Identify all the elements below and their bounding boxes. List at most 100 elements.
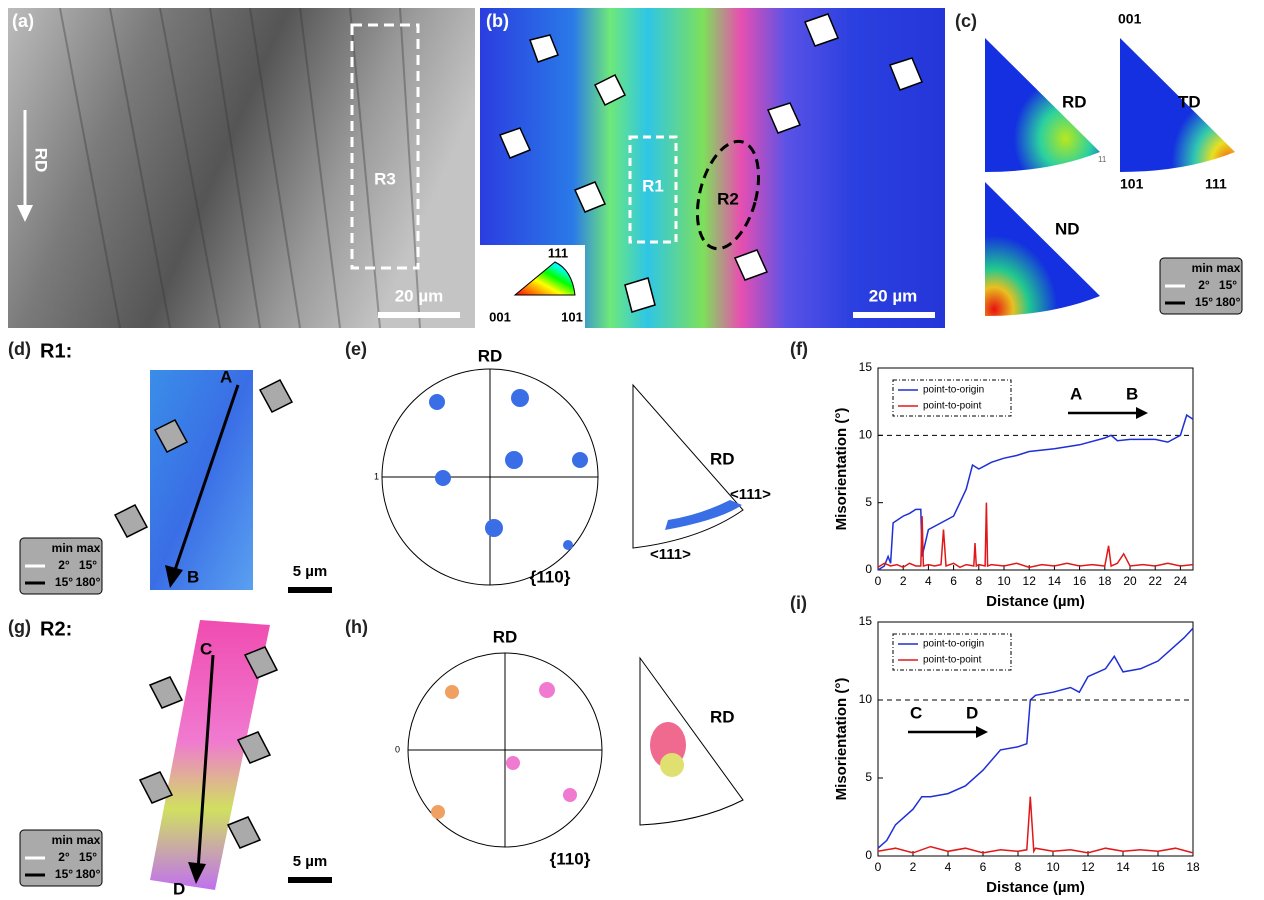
scale-bar [288,587,332,593]
x-tick-label: 6 [980,860,987,874]
legend-value: 15° [1219,278,1237,292]
key-label: 001 [489,309,511,324]
series-line [878,503,1193,568]
legend-value: 2° [1198,278,1210,292]
legend-value: 15° [79,558,97,572]
x-tick-label: 20 [1123,574,1137,588]
scale-bar [853,312,935,318]
x-tick-label: 12 [1081,860,1095,874]
figure: RD R3 20 µm (a) R1 R2 111 001 101 20 µm … [0,0,1264,900]
x-tick-label: 22 [1149,574,1163,588]
x-tick-label: 16 [1073,574,1087,588]
legend-label: point-to-point [923,401,982,412]
panel-label: (g) [8,617,31,637]
scale-label: 20 µm [869,286,918,305]
panel-label: (a) [12,11,34,31]
region-label: R2 [717,189,739,208]
legend-value: 2° [58,850,70,864]
x-tick-label: 12 [1023,574,1037,588]
x-axis-label: Distance (µm) [986,879,1085,896]
scale-label: 20 µm [395,286,444,305]
corner-label: 001 [1118,11,1142,27]
region-title: R1: [40,340,72,362]
region-label: R3 [374,169,396,188]
x-tick-label: 14 [1116,860,1130,874]
map-label: ND [1055,219,1080,238]
cube [260,380,292,412]
legend-label: point-to-origin [923,385,984,396]
axis-label: RD [493,627,518,646]
orientation-map [150,370,253,590]
scale-label: 5 µm [293,853,328,870]
panel-label: (e) [345,339,367,359]
x-tick-label: 14 [1048,574,1062,588]
annotation-arrow-head [976,726,988,738]
scale-bar [288,877,332,883]
x-tick-label: 18 [1098,574,1112,588]
annotation: C [910,703,922,722]
cube [150,677,182,708]
axis-label: RD [710,707,735,726]
y-tick-label: 5 [865,495,872,509]
direction-label: <111> [730,486,771,503]
legend-value: 15° [55,867,73,881]
direction-label: <111> [650,546,691,563]
map-label: TD [1178,92,1201,111]
mark-label: 11 [1098,155,1107,164]
poles [429,389,588,550]
y-tick-label: 15 [859,614,873,628]
legend-value: 180° [76,867,101,881]
x-tick-label: 10 [1046,860,1060,874]
cube [228,817,260,848]
region-title: R2: [40,618,72,640]
x-tick-label: 2 [910,860,917,874]
scale-label: 5 µm [293,563,328,580]
pole-figure-label: {110} [550,849,591,868]
panel-label: (b) [486,11,509,31]
map-label: RD [1062,92,1087,111]
x-tick-label: 18 [1186,860,1200,874]
legend-label: point-to-origin [923,639,984,650]
point-label: B [187,567,199,586]
x-tick-label: 2 [900,574,907,588]
scale-bar [378,312,460,318]
series-line [878,415,1193,570]
legend-value: 15° [1195,295,1213,309]
panel-label: (c) [955,11,977,31]
legend-header: min max [52,833,101,847]
x-tick-label: 24 [1174,574,1188,588]
region-label: R1 [642,176,664,195]
x-tick-label: 4 [945,860,952,874]
y-tick-label: 15 [859,360,873,374]
x-tick-label: 8 [1015,860,1022,874]
corner-label: 111 [1205,176,1227,192]
legend-value: 180° [1216,295,1241,309]
legend-value: 15° [79,850,97,864]
x-axis-label: Distance (µm) [986,593,1085,610]
axis-label: RD [478,346,503,365]
x-tick-label: 16 [1151,860,1165,874]
legend-label: point-to-point [923,655,982,666]
legend-header: min max [1192,261,1241,275]
x-tick-label: 6 [950,574,957,588]
corner-label: 101 [1120,176,1144,192]
pole-figure-label: {110} [530,567,571,586]
point-label: A [220,367,232,386]
panel-label: (i) [790,593,807,613]
x-tick-label: 0 [875,574,882,588]
point-label: D [173,879,185,898]
y-tick-label: 0 [865,848,872,862]
x-tick-label: 10 [997,574,1011,588]
direction-label: RD [32,148,51,173]
tick-label: 1 [374,471,379,481]
annotation-arrow-head [1136,407,1148,419]
point-label: C [200,639,212,658]
y-axis-label: Misorientation (°) [833,678,850,801]
x-tick-label: 0 [875,860,882,874]
x-tick-label: 8 [975,574,982,588]
y-tick-label: 0 [865,562,872,576]
x-tick-label: 4 [925,574,932,588]
ipf-cluster [660,753,684,777]
axis-label: RD [710,449,735,468]
